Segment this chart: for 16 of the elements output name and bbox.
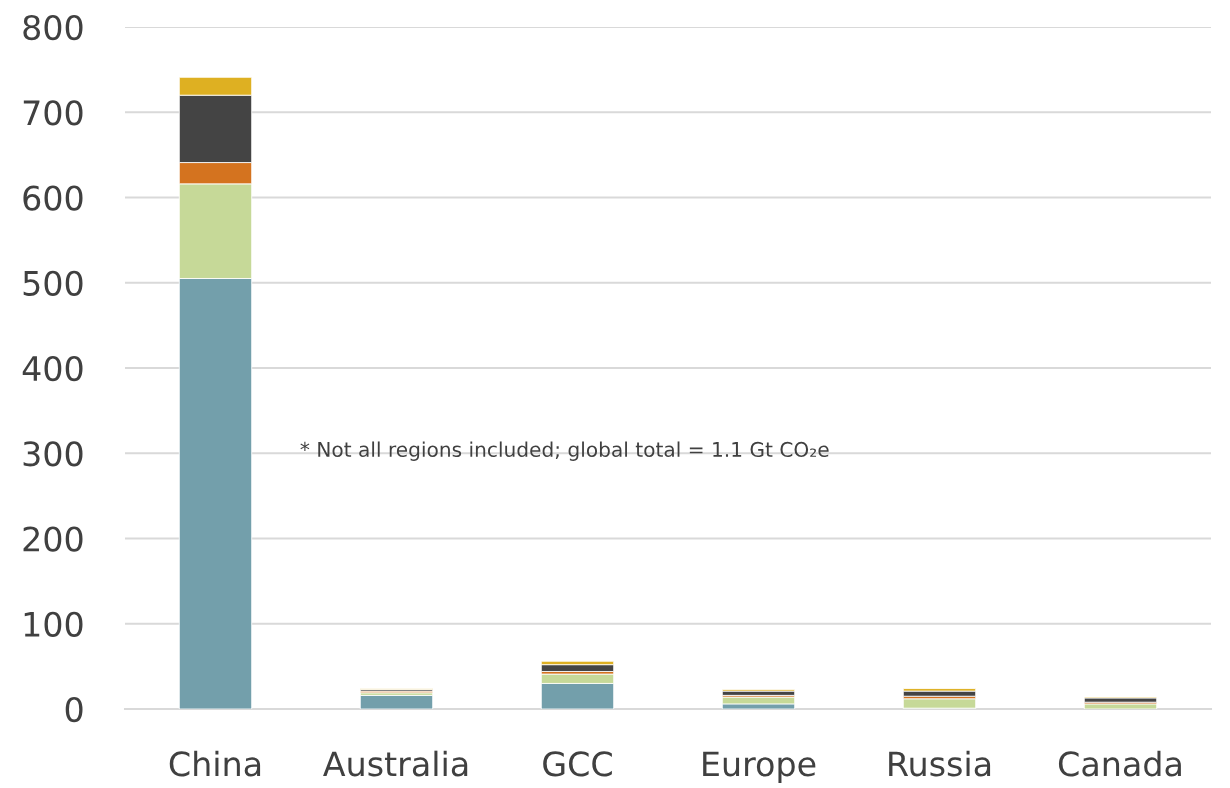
x-tick-label: Russia [889, 750, 991, 777]
x-tick-label: GCC [543, 751, 612, 777]
y-tick-label: 0 [65, 696, 83, 723]
x-tick-label: Australia [323, 750, 468, 777]
y-tick-label: 700 [23, 100, 83, 126]
y-tick-label: 200 [23, 526, 83, 552]
y-tick-label: 600 [23, 185, 83, 211]
x-tick-label: China [169, 750, 261, 777]
y-tick-label: 100 [24, 611, 83, 637]
y-tick-label: 800 [23, 14, 83, 41]
y-tick-label: 500 [23, 270, 83, 296]
x-tick-label: Europe [703, 751, 816, 783]
annotation: * Not all regions included; global total = 1.1 Gt CO₂e [300, 441, 829, 461]
y-tick-label: 400 [22, 355, 83, 382]
x-tick-label: Canada [1058, 750, 1181, 777]
y-tick-label: 300 [23, 441, 83, 467]
